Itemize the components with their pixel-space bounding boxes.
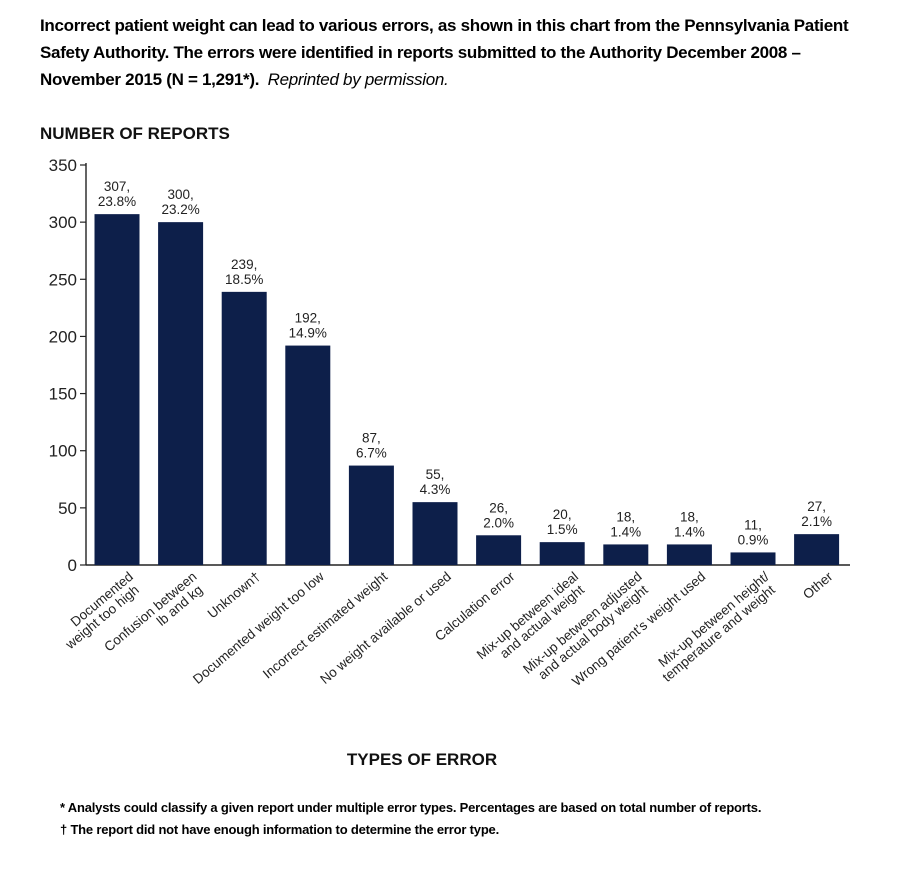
data-labels-group: 307, 23.8% 300, 23.2% 239, 18.5% 192, 14.9% 87, 6… (98, 179, 832, 547)
data-label: 18, 1.4% (610, 509, 641, 539)
category-label: Unknown† (205, 569, 264, 621)
y-tick-label: 200 (49, 327, 77, 346)
data-label: 307, 23.8% (98, 179, 136, 209)
category-label: Incorrect estimated weight (260, 569, 391, 682)
data-label: 87, 6.7% (356, 431, 387, 461)
data-label: 27, 2.1% (801, 499, 832, 529)
bar (730, 552, 776, 565)
data-label: 20, 1.5% (547, 507, 578, 537)
footnotes: * Analysts could classify a given report… (60, 797, 880, 841)
y-axis: 0 50 100 150 200 250 300 350 (49, 156, 87, 575)
bar (412, 502, 458, 565)
y-axis-title: NUMBER OF REPORTS (40, 124, 230, 143)
footnote-unknown: † The report did not have enough informa… (60, 822, 499, 837)
bar (221, 291, 267, 565)
category-label: Mix-up between height/temperature and we… (651, 569, 782, 685)
bar (94, 214, 140, 565)
data-label: 192, 14.9% (289, 311, 327, 341)
data-label: 11, 0.9% (738, 517, 769, 547)
y-tick-label: 350 (49, 156, 77, 175)
bar (539, 542, 585, 565)
bar (666, 544, 712, 565)
category-label: No weight available or used (317, 569, 454, 687)
data-label: 300, 23.2% (161, 187, 199, 217)
reprint-note: Reprinted by permission. (267, 70, 449, 89)
data-label: 239, 18.5% (225, 257, 263, 287)
category-label: Documentedweight too high (53, 569, 145, 653)
x-axis-title: TYPES OF ERROR (347, 750, 497, 769)
bar (603, 544, 649, 565)
y-tick-label: 150 (49, 385, 77, 404)
category-label: Documented weight too low (190, 569, 327, 687)
bars-group (94, 214, 840, 565)
bar (476, 535, 522, 565)
figure-caption: Incorrect patient weight can lead to var… (40, 12, 860, 93)
y-tick-label: 250 (49, 270, 77, 289)
y-tick-label: 50 (58, 499, 77, 518)
footnote-multiple-types: * Analysts could classify a given report… (60, 800, 762, 815)
y-tick-label: 0 (68, 556, 77, 575)
bar (285, 345, 331, 565)
data-label: 18, 1.4% (674, 509, 705, 539)
y-tick-label: 100 (49, 442, 77, 461)
category-label: Other (800, 568, 836, 602)
data-label: 55, 4.3% (420, 467, 451, 497)
y-tick-label: 300 (49, 213, 77, 232)
data-label: 26, 2.0% (483, 500, 514, 530)
bar (158, 222, 204, 565)
bar (348, 465, 394, 565)
bar (794, 534, 840, 565)
caption-text: Incorrect patient weight can lead to var… (40, 16, 849, 89)
